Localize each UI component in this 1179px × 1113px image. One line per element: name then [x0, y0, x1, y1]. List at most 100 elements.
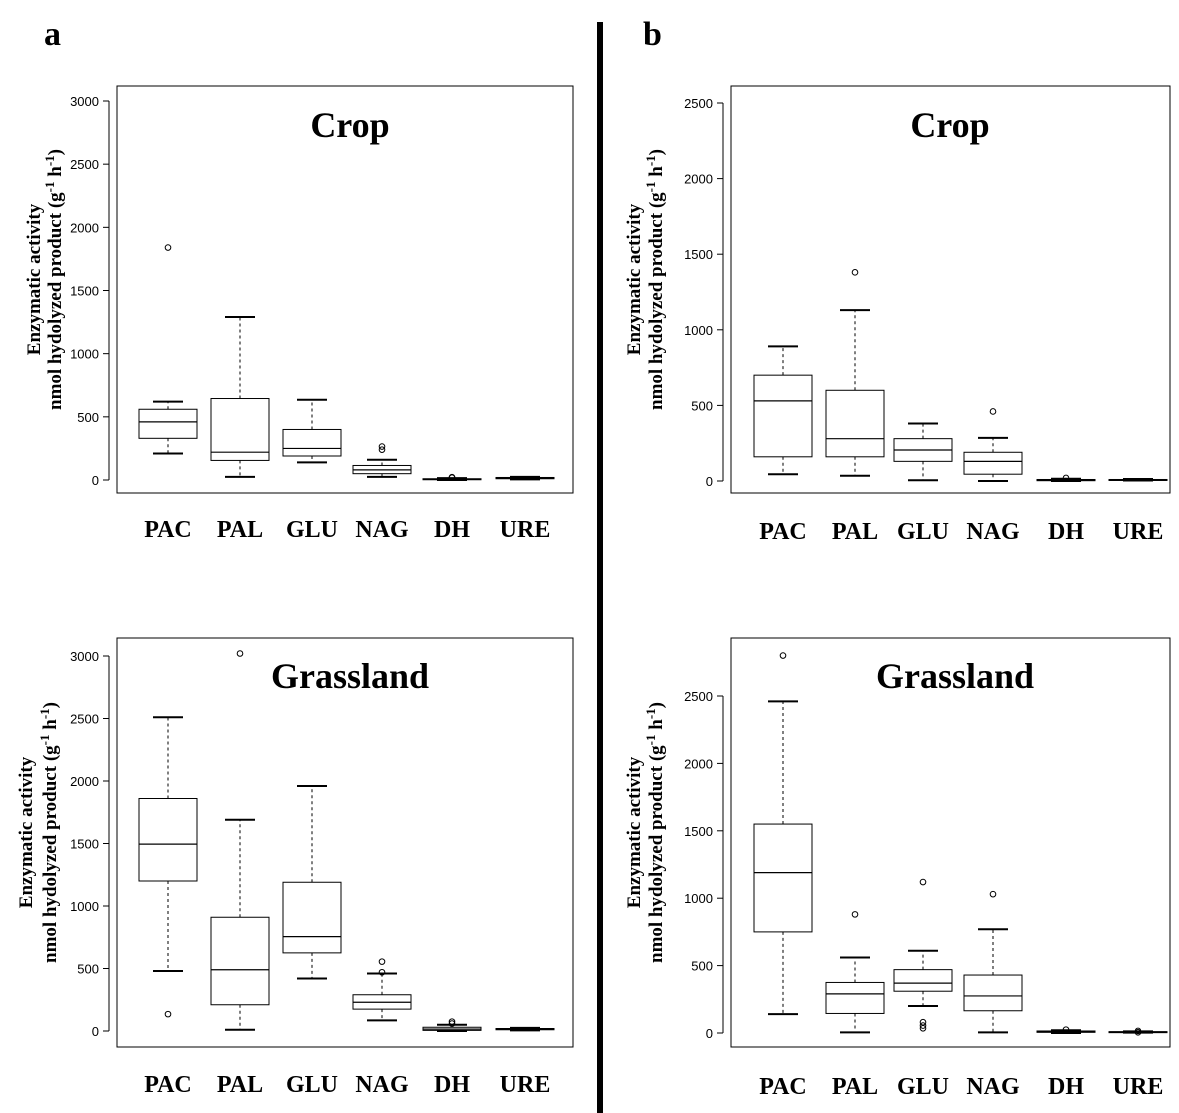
y-axis-label: Enzymatic activity nmol hydolyzed product… — [624, 702, 667, 963]
box-dh — [1036, 474, 1096, 482]
box-pac — [753, 652, 813, 1016]
y-tick-label: 1000 — [684, 891, 713, 906]
outlier-point — [1134, 1029, 1142, 1036]
y-tick-label: 1500 — [70, 837, 99, 852]
y-tick-label: 2000 — [684, 172, 713, 187]
outlier-point — [779, 652, 787, 659]
y-tick-label: 1000 — [684, 323, 713, 338]
x-tick-label: PAC — [144, 1072, 192, 1098]
box-dh — [422, 1018, 482, 1032]
y-tick-label: 1000 — [70, 899, 99, 914]
y-tick-label: 2000 — [684, 756, 713, 771]
y-tick-label: 1500 — [684, 824, 713, 839]
x-tick-label: NAG — [966, 1074, 1020, 1100]
chart-panel-2: b Crop 0 500 1000 1500 2000 2500 Enzymatic activ… — [624, 16, 1171, 545]
outlier-point — [1062, 474, 1070, 482]
x-tick-label: DH — [434, 517, 470, 543]
box-pal — [210, 650, 270, 1031]
x-tick-label: PAL — [832, 1074, 878, 1100]
panel-letter: a — [44, 16, 61, 53]
x-tick-label: NAG — [355, 1072, 409, 1098]
outlier-point — [378, 958, 386, 965]
box-glu — [893, 878, 953, 1032]
y-tick-label: 500 — [691, 398, 713, 413]
iqr-box — [210, 398, 270, 461]
x-tick-label: DH — [434, 1072, 470, 1098]
y-axis-label-line1: Enzymatic activity — [624, 203, 645, 355]
x-tick-label: URE — [1113, 519, 1164, 545]
x-tick-label: URE — [1113, 1074, 1164, 1100]
x-tick-label: GLU — [897, 519, 949, 545]
x-tick-label: URE — [500, 517, 551, 543]
x-tick-label: PAL — [217, 517, 263, 543]
box-pal — [825, 269, 885, 477]
y-axis-label-line1: Enzymatic activity — [16, 756, 37, 908]
box-ure — [1108, 478, 1168, 482]
y-axis-label-line2: nmol hydolyzed product (g-1 h-1) — [37, 702, 61, 963]
box-ure — [495, 1026, 555, 1032]
y-tick-label: 3000 — [70, 649, 99, 664]
chart-title: Grassland — [271, 656, 429, 696]
plot-frame — [730, 637, 1171, 1048]
outlier-point — [448, 473, 456, 481]
y-tick-label: 1000 — [70, 347, 99, 362]
plot-frame — [730, 85, 1171, 494]
chart-panel-1: a Crop 0 500 1000 1500 2000 2500 3000 Enzymatic a… — [24, 16, 574, 543]
chart-panel-4: Grassland 0 500 1000 1500 2000 2500 Enzymatic a… — [624, 637, 1171, 1100]
box-glu — [282, 785, 342, 980]
y-axis-label: Enzymatic activity nmol hydolyzed product… — [24, 149, 66, 410]
iqr-box — [893, 969, 953, 992]
iqr-box — [753, 374, 813, 458]
y-tick-label: 500 — [691, 959, 713, 974]
box-glu — [282, 398, 342, 464]
iqr-box — [753, 823, 813, 933]
outlier-point — [919, 1022, 927, 1029]
outlier-point — [378, 446, 386, 453]
iqr-box — [825, 981, 885, 1014]
outlier-point — [1062, 1026, 1070, 1033]
box-pac — [138, 716, 198, 1018]
iqr-box — [138, 798, 198, 882]
iqr-box — [282, 428, 342, 457]
y-axis-label: Enzymatic activity nmol hydolyzed product… — [624, 149, 667, 410]
box-nag — [963, 408, 1023, 482]
y-tick-label: 1500 — [684, 247, 713, 262]
outlier-point — [164, 244, 172, 251]
plot-frame — [116, 637, 574, 1048]
box-nag — [352, 443, 412, 478]
x-tick-label: NAG — [355, 517, 409, 543]
y-tick-label: 2500 — [684, 689, 713, 704]
box-nag — [963, 890, 1023, 1034]
x-tick-label: GLU — [286, 517, 338, 543]
outlier-point — [919, 1024, 927, 1032]
y-tick-label: 2000 — [70, 220, 99, 235]
outlier-point — [164, 1010, 172, 1018]
x-tick-label: GLU — [897, 1074, 949, 1100]
panel-letter: b — [643, 16, 662, 53]
y-tick-label: 2500 — [684, 96, 713, 111]
plot-frame — [116, 85, 574, 494]
x-tick-label: PAL — [217, 1072, 263, 1098]
y-tick-label: 2500 — [70, 712, 99, 727]
box-pac — [753, 345, 813, 476]
box-nag — [352, 958, 412, 1022]
y-tick-label: 500 — [77, 962, 99, 977]
x-tick-label: URE — [500, 1072, 551, 1098]
y-axis-label-line1: Enzymatic activity — [24, 203, 45, 355]
y-tick-label: 2500 — [70, 157, 99, 172]
iqr-box — [963, 974, 1023, 1012]
x-tick-label: PAC — [144, 517, 192, 543]
box-pal — [825, 911, 885, 1034]
chart-title: Crop — [910, 105, 989, 145]
x-tick-label: DH — [1048, 1074, 1084, 1100]
outlier-point — [851, 269, 859, 276]
y-tick-label: 0 — [92, 473, 99, 488]
y-axis-label-line1: Enzymatic activity — [624, 756, 645, 908]
outlier-point — [448, 1018, 456, 1025]
x-tick-label: PAC — [759, 1074, 807, 1100]
y-tick-label: 3000 — [70, 94, 99, 109]
box-glu — [893, 422, 953, 482]
iqr-box — [963, 451, 1023, 475]
y-tick-label: 0 — [706, 474, 713, 489]
